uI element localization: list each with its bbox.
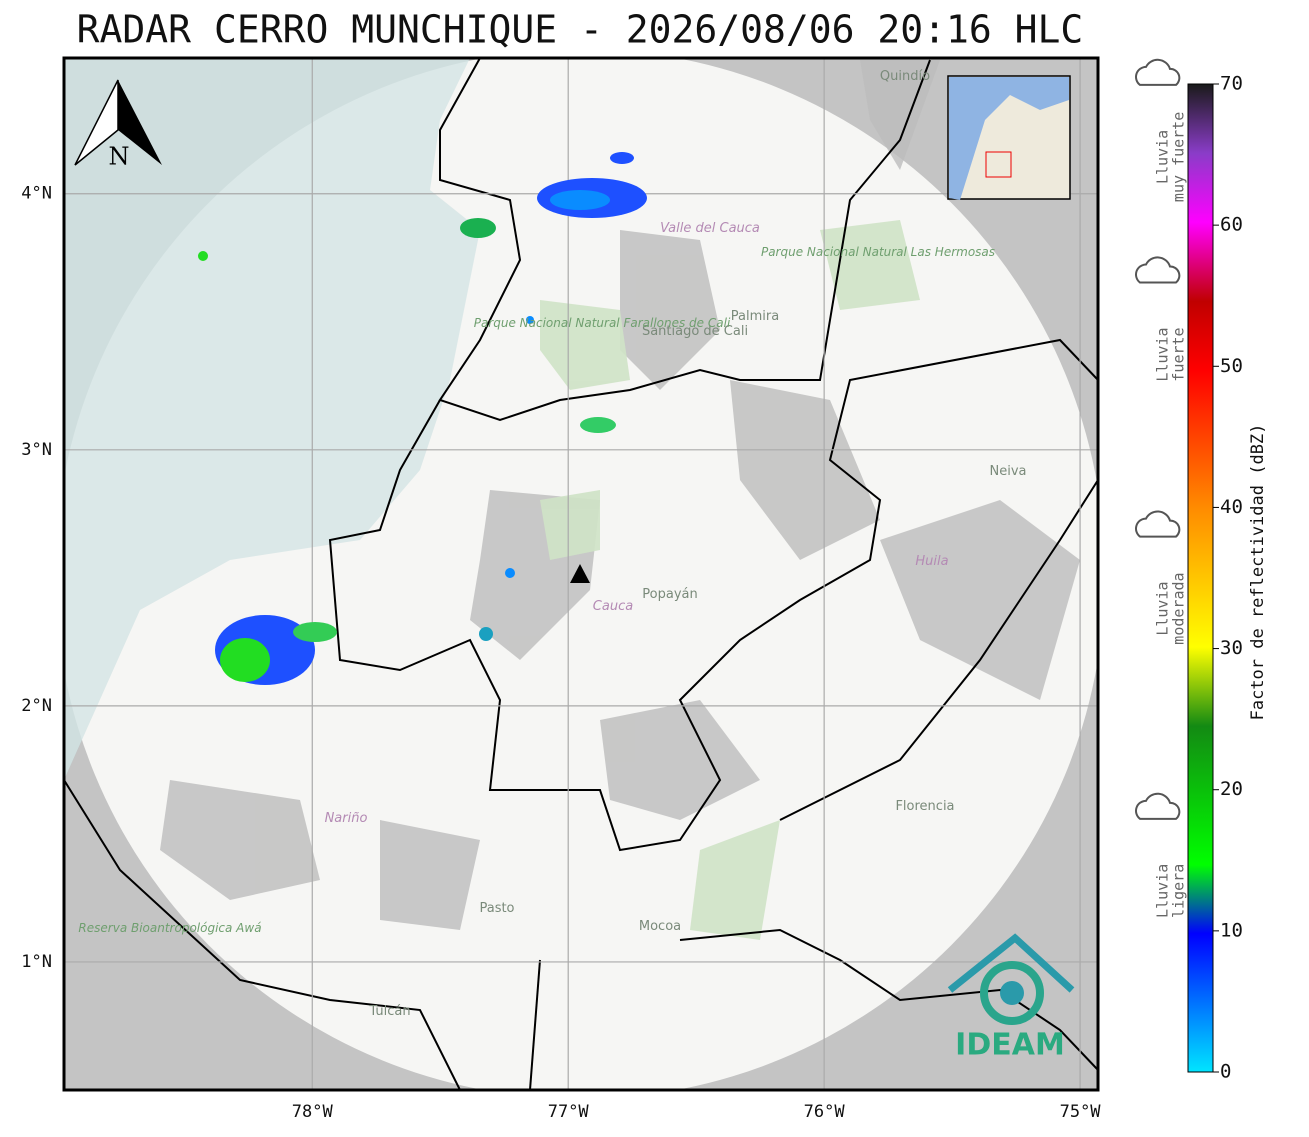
lat-tick-label: 2°N (21, 696, 52, 716)
lat-tick-label: 4°N (21, 184, 52, 204)
rain-icon (1135, 58, 1181, 86)
cloud (1135, 792, 1181, 820)
place-label: Pasto (479, 901, 514, 916)
rain-icon (1135, 510, 1181, 538)
lon-tick-label: 78°W (292, 1102, 334, 1122)
ocean-covered (64, 58, 480, 780)
place-label: Neiva (990, 464, 1027, 479)
rain-label-line: Lluvia (1154, 581, 1172, 635)
place-label: Nariño (325, 811, 368, 826)
place-label: Huila (915, 554, 948, 569)
logo-text: IDEAM (955, 1028, 1065, 1063)
place-label: Palmira (731, 309, 779, 324)
colorbar-tick-label: 30 (1220, 637, 1243, 659)
cloud (1135, 256, 1181, 284)
place-label: Santiago de Cali (642, 324, 748, 339)
map: Quindío Valle del Cauca Palmira Santiago… (64, 58, 1098, 1090)
colorbar-tick-label: 70 (1220, 73, 1243, 95)
colorbar-tick-label: 60 (1220, 214, 1243, 236)
lon-tick-label: 75°W (1060, 1102, 1102, 1122)
north-label: N (109, 143, 130, 171)
colorbar-tick-label: 40 (1220, 496, 1243, 518)
colorbar-label: Factor de reflectividad (dBZ) (1248, 424, 1268, 721)
rain-label-line: moderada (1170, 572, 1188, 644)
inset-map (947, 75, 1071, 200)
place-label: Quindío (880, 69, 930, 84)
rain-label-line: Lluvia (1154, 130, 1172, 184)
rain-label-line: muy fuerte (1170, 112, 1188, 202)
rain-icon (1135, 256, 1181, 284)
colorbar-tick-label: 20 (1220, 778, 1243, 800)
terrain (160, 60, 1080, 930)
place-label: Parque Nacional Natural Farallones de Ca… (474, 316, 731, 330)
rain-label-line: ligera (1170, 864, 1188, 918)
place-label: Florencia (895, 799, 954, 814)
logo: IDEAM (947, 933, 1075, 1063)
place-label: Cauca (593, 599, 633, 614)
graticule (64, 58, 1098, 1090)
place-label: Tulcán (368, 1004, 410, 1019)
place-label: Parque Nacional Natural Las Hermosas (761, 245, 995, 259)
place-label: Popayán (642, 587, 697, 602)
colorbar-tick-label: 50 (1220, 355, 1243, 377)
north-arrow: N (74, 79, 162, 171)
place-label: Reserva Bioantropológica Awá (78, 921, 261, 935)
title: RADAR CERRO MUNCHIQUE - 2026/08/06 20:16… (77, 8, 1084, 52)
lon-tick-label: 77°W (548, 1102, 590, 1122)
axes: 4°N 3°N 2°N 1°N 78°W 77°W 76°W 75°W (21, 184, 1101, 1122)
cloud (1135, 510, 1181, 538)
rain-label-line: Lluvia (1154, 327, 1172, 381)
map-frame (62, 56, 1100, 1092)
radar-echoes (198, 152, 647, 685)
colorbar (1187, 83, 1214, 1073)
lat-tick-label: 1°N (21, 952, 52, 972)
place-label: Valle del Cauca (660, 221, 760, 236)
place-labels: Quindío Valle del Cauca Palmira Santiago… (78, 69, 1026, 1019)
rain-label-line: Lluvia (1154, 864, 1172, 918)
rain-label-line: fuerte (1170, 327, 1188, 381)
rain-icon (1135, 792, 1181, 820)
cloud (1135, 58, 1181, 86)
parks (540, 220, 920, 940)
place-label: Mocoa (639, 919, 681, 934)
colorbar-tick-label: 10 (1220, 919, 1243, 941)
lat-tick-label: 3°N (21, 440, 52, 460)
radar-site (570, 564, 590, 583)
colorbar-tick-label: 0 (1220, 1061, 1231, 1083)
colorbar-ticks: 0 10 20 30 40 50 60 70 (1213, 73, 1243, 1083)
lon-tick-label: 76°W (804, 1102, 846, 1122)
